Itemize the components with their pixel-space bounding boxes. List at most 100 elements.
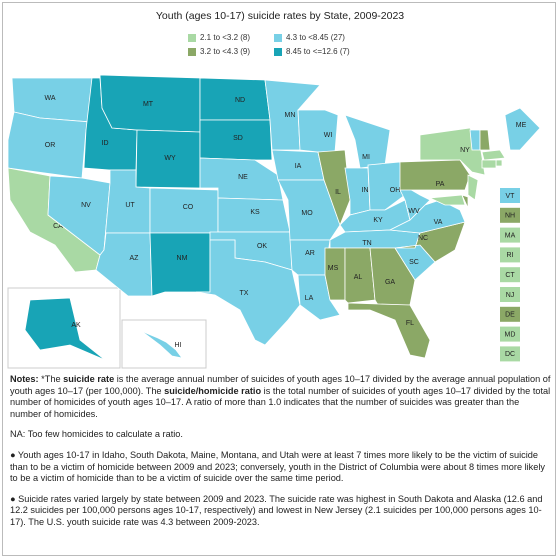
note-text: Notes: — [10, 374, 42, 384]
legend-label: 3.2 to <4.3 (9) — [200, 47, 250, 56]
legend-swatch — [188, 34, 196, 42]
state — [329, 229, 421, 249]
state-label: ME — [516, 122, 527, 129]
state-label: AZ — [130, 255, 140, 262]
state — [467, 174, 479, 201]
state-label: MA — [505, 232, 516, 239]
state-label: MD — [505, 331, 516, 338]
state-label: PA — [436, 181, 445, 188]
legend-label: 8.45 to <=12.6 (7) — [286, 47, 350, 56]
state — [289, 239, 331, 276]
state — [7, 111, 91, 179]
state — [344, 247, 376, 304]
frame — [2, 2, 556, 556]
state — [495, 159, 503, 167]
state — [428, 194, 466, 206]
state-label: DE — [505, 312, 515, 319]
state-label: ND — [235, 97, 245, 104]
state-label: KS — [250, 209, 260, 216]
state-label: NC — [418, 235, 428, 242]
state — [195, 239, 301, 346]
note-text: ● Suicide rates varied largely by state … — [10, 493, 543, 527]
state-box — [500, 188, 520, 203]
state-label: UT — [125, 202, 135, 209]
state-box — [500, 227, 520, 243]
note-text: ● Youth ages 10-17 in Idaho, South Dakot… — [10, 449, 546, 484]
state-label: OK — [257, 243, 267, 250]
state-box — [500, 346, 520, 362]
state-label: OR — [45, 142, 56, 149]
state-label: RI — [507, 252, 514, 259]
note-text: is the total number of suicides of youth… — [10, 385, 551, 419]
state-box — [500, 267, 520, 283]
state-label: CA — [53, 223, 63, 230]
legend-swatch — [274, 34, 282, 42]
state-label: WY — [164, 155, 176, 162]
state — [481, 159, 497, 169]
state-label: VT — [506, 193, 516, 200]
legend-swatch — [188, 48, 196, 56]
state-label: TX — [240, 290, 249, 297]
state-label: MN — [285, 112, 296, 119]
state-label: ID — [102, 140, 109, 147]
state-label: IA — [295, 163, 302, 170]
alaska-inset — [7, 287, 121, 369]
state-label: SC — [409, 259, 419, 266]
state-label: NJ — [506, 292, 515, 299]
map: Youth (ages 10-17) suicide rates by Stat… — [7, 10, 541, 369]
state — [324, 247, 346, 301]
state — [469, 129, 481, 151]
state — [317, 149, 351, 227]
state-label: IL — [335, 189, 341, 196]
note-text: suicide rate — [63, 374, 115, 384]
state-label: WV — [408, 208, 420, 215]
state-label: MO — [301, 210, 313, 217]
state-label: NY — [460, 147, 470, 154]
note-paragraph: Notes: *The suicide rate is the average … — [10, 374, 552, 420]
note-paragraph: ● Suicide rates varied largely by state … — [10, 494, 552, 529]
state-label: NM — [177, 255, 188, 262]
state — [481, 149, 506, 161]
note-text: is the average annual number of suicides… — [10, 374, 551, 396]
state — [347, 302, 431, 359]
state-label: VA — [434, 219, 443, 226]
state-label: CT — [505, 272, 515, 279]
state-label: OH — [390, 187, 401, 194]
note-text: NA: Too few homicides to calculate a rat… — [10, 429, 183, 440]
note-text: *The — [41, 374, 64, 384]
state-label: HI — [175, 342, 182, 349]
state-label: AL — [354, 274, 363, 281]
state — [139, 329, 183, 359]
state-label: IN — [362, 187, 369, 194]
state-box — [500, 247, 520, 263]
state-label: DC — [505, 351, 515, 358]
state — [479, 129, 491, 151]
state-label: NV — [81, 202, 91, 209]
state — [461, 194, 469, 209]
state-label: SD — [233, 135, 243, 142]
state-label: TN — [362, 240, 371, 247]
notes: Notes: *The suicide rate is the average … — [10, 374, 552, 538]
hawaii-inset — [121, 319, 207, 369]
state — [388, 199, 466, 234]
state-box — [500, 287, 520, 302]
state-label: WI — [324, 132, 333, 139]
state-label: AR — [305, 250, 315, 257]
legend-label: 2.1 to <3.2 (8) — [200, 33, 250, 42]
state-label: AK — [71, 322, 81, 329]
state-label: NH — [505, 213, 515, 220]
state-label: GA — [385, 279, 395, 286]
state — [149, 232, 211, 297]
state-label: WA — [44, 95, 55, 102]
note-paragraph: ● Youth ages 10-17 in Idaho, South Dakot… — [10, 450, 552, 485]
state-box — [500, 207, 520, 223]
state — [394, 221, 466, 263]
state — [367, 161, 406, 211]
state — [504, 107, 541, 151]
state — [24, 297, 106, 361]
legend-label: 4.3 to <8.45 (27) — [286, 33, 345, 42]
legend-swatch — [274, 48, 282, 56]
state-label: MI — [362, 154, 370, 161]
state-label: CO — [183, 204, 194, 211]
map-title: Youth (ages 10-17) suicide rates by Stat… — [156, 10, 404, 22]
